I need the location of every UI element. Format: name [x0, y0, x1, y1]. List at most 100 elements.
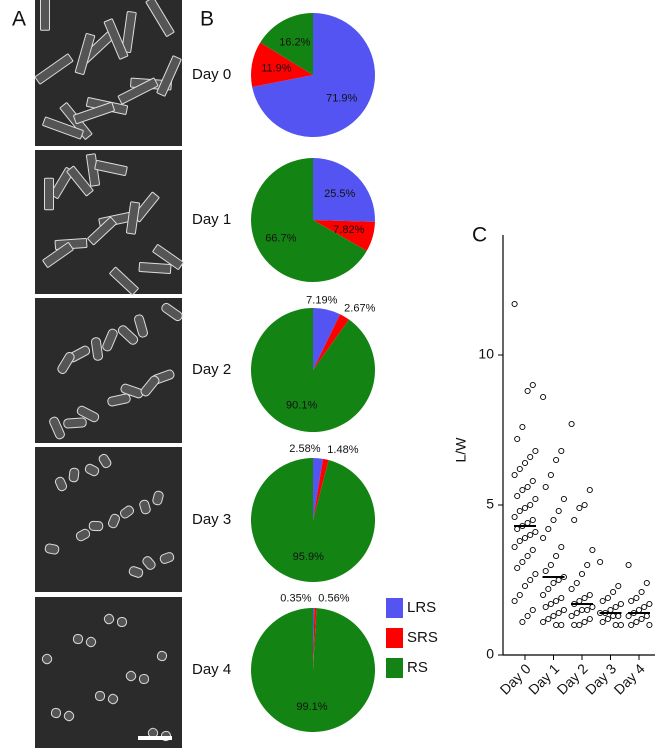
panel-label: C	[472, 224, 487, 247]
pie-slice	[313, 458, 329, 520]
point	[612, 603, 619, 611]
pie-slice	[313, 608, 317, 670]
legend-swatch	[386, 658, 403, 678]
point	[524, 519, 531, 527]
point	[568, 420, 575, 428]
point	[514, 564, 521, 572]
point	[584, 606, 591, 614]
micrograph	[35, 447, 182, 592]
point	[553, 621, 560, 629]
legend-label: LRS	[407, 599, 436, 616]
value-label: 0.35%	[280, 593, 311, 605]
point	[524, 387, 531, 395]
value-label: 66.7%	[265, 233, 296, 245]
point	[584, 561, 591, 569]
point	[545, 585, 552, 593]
point	[532, 447, 539, 455]
x-tick-label: Day 0	[497, 660, 534, 697]
cell	[42, 242, 74, 268]
point	[597, 558, 604, 566]
point	[560, 606, 567, 614]
point	[524, 483, 531, 491]
point	[550, 612, 557, 620]
value-label: 2.67%	[344, 303, 375, 315]
cell	[152, 490, 164, 506]
cell	[103, 18, 129, 60]
cell	[85, 636, 97, 648]
point	[617, 600, 624, 608]
point	[529, 477, 536, 485]
point	[573, 609, 580, 617]
value-label: 7.19%	[306, 294, 337, 306]
point	[589, 603, 596, 611]
point	[540, 534, 547, 542]
value-label: 99.1%	[296, 701, 327, 713]
cell	[54, 476, 68, 492]
point	[586, 591, 593, 599]
cell	[50, 707, 62, 719]
cell	[66, 165, 94, 197]
value-label: 11.9%	[261, 62, 292, 74]
x-tick-label: Day 1	[525, 660, 562, 697]
point	[521, 534, 529, 542]
value-label: 16.2%	[279, 36, 310, 48]
point	[527, 501, 534, 509]
cell	[102, 328, 118, 352]
cell	[73, 101, 115, 125]
cell	[76, 405, 100, 423]
point	[560, 495, 567, 503]
x-tick-label: Day 2	[554, 660, 591, 697]
cell	[117, 77, 159, 105]
cell	[63, 417, 87, 429]
y-axis-label: L/W	[453, 437, 469, 463]
pie-title: Day 3	[192, 511, 231, 528]
point	[521, 459, 529, 467]
point	[547, 561, 554, 569]
point	[635, 606, 643, 614]
point	[514, 525, 521, 533]
cell	[107, 393, 131, 407]
cell	[103, 613, 115, 625]
point	[571, 516, 578, 524]
pie-slice	[313, 314, 350, 370]
x-tick-label: Day 3	[582, 660, 619, 697]
cell	[156, 55, 182, 97]
point	[625, 612, 632, 620]
point	[511, 300, 518, 308]
cell	[49, 416, 65, 440]
cell	[119, 505, 135, 519]
point	[571, 621, 578, 629]
cell	[94, 690, 106, 702]
point	[617, 621, 624, 629]
cell	[125, 670, 137, 682]
cell	[94, 160, 128, 176]
cell	[125, 201, 141, 235]
cell	[72, 633, 84, 645]
cell	[107, 693, 119, 705]
legend-swatch	[386, 628, 403, 648]
cell	[138, 673, 150, 685]
pie-slice	[313, 608, 315, 670]
point	[542, 603, 549, 611]
point	[610, 588, 617, 596]
cell	[74, 33, 96, 75]
point	[568, 585, 575, 593]
pie-title: Day 0	[192, 66, 231, 83]
point	[558, 594, 565, 602]
point	[529, 381, 536, 389]
point	[633, 618, 640, 626]
cell	[138, 261, 172, 275]
point	[519, 423, 526, 431]
cell	[152, 244, 184, 270]
cell	[63, 710, 75, 722]
cell	[84, 463, 100, 477]
point	[514, 435, 521, 443]
point	[646, 621, 653, 629]
point	[516, 537, 523, 545]
cell	[57, 352, 75, 374]
value-label: 7.82%	[333, 224, 364, 236]
point	[532, 570, 539, 578]
point	[555, 507, 562, 515]
point	[643, 612, 650, 620]
